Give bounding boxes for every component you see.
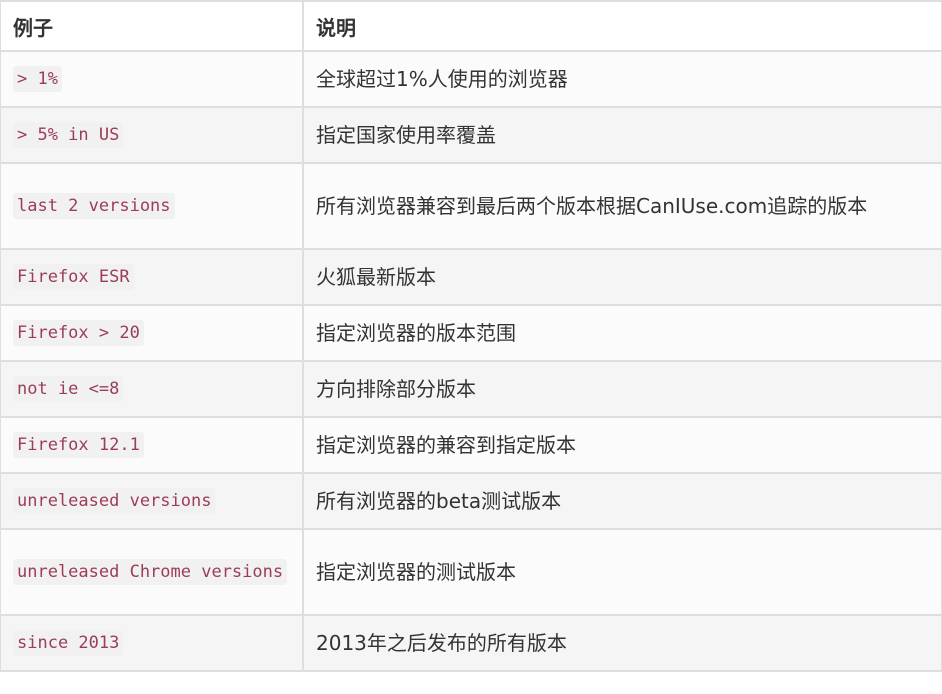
table-row: since 2013 2013年之后发布的所有版本 [0,614,942,672]
description-cell: 指定浏览器的测试版本 [302,528,942,616]
table-row: > 1% 全球超过1%人使用的浏览器 [0,50,942,108]
example-code: not ie <=8 [13,376,124,402]
description-cell: 方向排除部分版本 [302,360,942,418]
example-code: Firefox > 20 [13,320,144,346]
table-row: unreleased Chrome versions 指定浏览器的测试版本 [0,528,942,616]
example-cell: Firefox ESR [0,248,304,306]
header-description: 说明 [302,0,942,52]
example-cell: > 1% [0,50,304,108]
header-example: 例子 [0,0,304,52]
example-code: Firefox 12.1 [13,432,144,458]
example-code: > 1% [13,66,62,92]
table-row: > 5% in US 指定国家使用率覆盖 [0,106,942,164]
table-header-row: 例子 说明 [0,0,942,52]
example-cell: unreleased versions [0,472,304,530]
example-cell: not ie <=8 [0,360,304,418]
description-cell: 所有浏览器的beta测试版本 [302,472,942,530]
example-cell: Firefox 12.1 [0,416,304,474]
example-cell: since 2013 [0,614,304,672]
example-code: unreleased versions [13,488,216,514]
description-cell: 指定浏览器的版本范围 [302,304,942,362]
description-cell: 2013年之后发布的所有版本 [302,614,942,672]
table-row: Firefox > 20 指定浏览器的版本范围 [0,304,942,362]
description-cell: 火狐最新版本 [302,248,942,306]
browserslist-table: 例子 说明 > 1% 全球超过1%人使用的浏览器 > 5% in US 指定国家使用率… [0,0,942,672]
table-row: Firefox 12.1 指定浏览器的兼容到指定版本 [0,416,942,474]
example-cell: > 5% in US [0,106,304,164]
example-code: since 2013 [13,630,124,656]
example-code: last 2 versions [13,193,175,219]
table-row: unreleased versions 所有浏览器的beta测试版本 [0,472,942,530]
description-cell: 全球超过1%人使用的浏览器 [302,50,942,108]
table-row: Firefox ESR 火狐最新版本 [0,248,942,306]
example-code: unreleased Chrome versions [13,559,288,585]
example-cell: last 2 versions [0,162,304,250]
example-cell: Firefox > 20 [0,304,304,362]
example-cell: unreleased Chrome versions [0,528,304,616]
example-code: Firefox ESR [13,264,134,290]
description-cell: 指定浏览器的兼容到指定版本 [302,416,942,474]
table-row: not ie <=8 方向排除部分版本 [0,360,942,418]
example-code: > 5% in US [13,122,124,148]
description-cell: 指定国家使用率覆盖 [302,106,942,164]
description-cell: 所有浏览器兼容到最后两个版本根据CanIUse.com追踪的版本 [302,162,942,250]
table-row: last 2 versions 所有浏览器兼容到最后两个版本根据CanIUse.c… [0,162,942,250]
